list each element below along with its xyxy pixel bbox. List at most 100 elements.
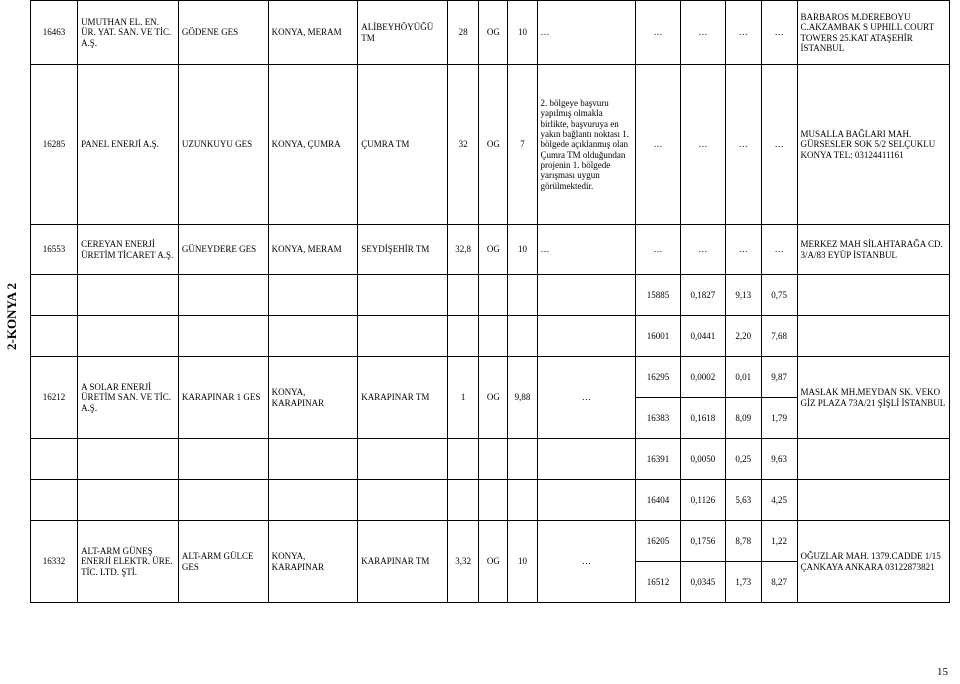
cell-sub-c: … bbox=[725, 1, 761, 65]
cell-sub-d: 9,63 bbox=[761, 439, 797, 480]
cell-empty bbox=[268, 439, 358, 480]
cell-sub-d: 9,87 bbox=[761, 357, 797, 398]
table-row: 164040,11265,634,25 bbox=[31, 480, 950, 521]
cell-sub-a: 16295 bbox=[636, 357, 681, 398]
cell-og: OG bbox=[479, 521, 508, 603]
cell-empty bbox=[537, 316, 636, 357]
cell-location: KONYA, ÇUMRA bbox=[268, 65, 358, 225]
cell-empty bbox=[31, 316, 78, 357]
table-row: 160010,04412,207,68 bbox=[31, 316, 950, 357]
page-number: 15 bbox=[937, 666, 948, 678]
cell-sub-b: 0,0050 bbox=[680, 439, 725, 480]
cell-address: OĞUZLAR MAH. 1379.CADDE 1/15 ÇANKAYA ANK… bbox=[797, 521, 950, 603]
cell-location: KONYA, KARAPINAR bbox=[268, 521, 358, 603]
cell-sub-a: 16512 bbox=[636, 562, 681, 603]
cell-sub-c: 0,01 bbox=[725, 357, 761, 398]
table-row: 163910,00500,259,63 bbox=[31, 439, 950, 480]
table-row: 16332ALT-ARM GÜNEŞ ENERJİ ELEKTR. ÜRE. T… bbox=[31, 521, 950, 562]
cell-empty bbox=[178, 439, 268, 480]
cell-sub-b: … bbox=[680, 65, 725, 225]
cell-id: 16285 bbox=[31, 65, 78, 225]
cell-sub-b: … bbox=[680, 1, 725, 65]
cell-empty bbox=[447, 480, 478, 521]
cell-empty bbox=[447, 316, 478, 357]
cell-empty bbox=[508, 275, 537, 316]
cell-tm: ALİBEYHÖYÜĞÜ TM bbox=[358, 1, 448, 65]
cell-empty bbox=[78, 480, 179, 521]
cell-sub-d: … bbox=[761, 1, 797, 65]
cell-empty bbox=[508, 439, 537, 480]
cell-company: A SOLAR ENERJİ ÜRETİM SAN. VE TİC. A.Ş. bbox=[78, 357, 179, 439]
cell-sub-b: 0,0002 bbox=[680, 357, 725, 398]
cell-empty bbox=[268, 275, 358, 316]
cell-sub-d: 4,25 bbox=[761, 480, 797, 521]
cell-tm: SEYDİŞEHİR TM bbox=[358, 225, 448, 275]
cell-plant: GÖDENE GES bbox=[178, 1, 268, 65]
cell-id: 16332 bbox=[31, 521, 78, 603]
cell-address: MUSALLA BAĞLARI MAH. GÜRSESLER SOK 5/2 S… bbox=[797, 65, 950, 225]
cell-empty bbox=[797, 439, 950, 480]
cell-address: MASLAK MH.MEYDAN SK. VEKO GİZ PLAZA 73A/… bbox=[797, 357, 950, 439]
cell-tm: KARAPINAR TM bbox=[358, 357, 448, 439]
cell-location: KONYA, MERAM bbox=[268, 225, 358, 275]
cell-empty bbox=[268, 316, 358, 357]
cell-company: PANEL ENERJİ A.Ş. bbox=[78, 65, 179, 225]
cell-sub-c: 5,63 bbox=[725, 480, 761, 521]
cell-empty bbox=[178, 316, 268, 357]
cell-sub-d: 0,75 bbox=[761, 275, 797, 316]
cell-empty bbox=[537, 480, 636, 521]
cell-sub-d: … bbox=[761, 65, 797, 225]
cell-sub-a: 16001 bbox=[636, 316, 681, 357]
cell-note: … bbox=[537, 1, 636, 65]
cell-sub-c: … bbox=[725, 65, 761, 225]
cell-empty bbox=[78, 316, 179, 357]
cell-address: BARBAROS M.DEREBOYU C.AKZAMBAK S UPHILL … bbox=[797, 1, 950, 65]
region-vertical-label: 2-KONYA 2 bbox=[4, 283, 20, 350]
cell-n2: 7 bbox=[508, 65, 537, 225]
cell-n1: 28 bbox=[447, 1, 478, 65]
cell-empty bbox=[797, 480, 950, 521]
cell-sub-a: 15885 bbox=[636, 275, 681, 316]
cell-location: KONYA, KARAPINAR bbox=[268, 357, 358, 439]
cell-og: OG bbox=[479, 357, 508, 439]
cell-empty bbox=[358, 439, 448, 480]
cell-empty bbox=[178, 480, 268, 521]
cell-sub-a: … bbox=[636, 225, 681, 275]
cell-id: 16463 bbox=[31, 1, 78, 65]
cell-sub-b: 0,1756 bbox=[680, 521, 725, 562]
cell-sub-b: 0,1827 bbox=[680, 275, 725, 316]
cell-empty bbox=[537, 439, 636, 480]
cell-og: OG bbox=[479, 65, 508, 225]
table-row: 16553CEREYAN ENERJİ ÜRETİM TİCARET A.Ş.G… bbox=[31, 225, 950, 275]
cell-sub-a: 16404 bbox=[636, 480, 681, 521]
cell-sub-b: 0,0345 bbox=[680, 562, 725, 603]
cell-n2: 10 bbox=[508, 521, 537, 603]
cell-sub-a: 16205 bbox=[636, 521, 681, 562]
cell-empty bbox=[479, 275, 508, 316]
cell-note: … bbox=[537, 225, 636, 275]
table-row: 158850,18279,130,75 bbox=[31, 275, 950, 316]
cell-n2: 10 bbox=[508, 1, 537, 65]
cell-empty bbox=[537, 275, 636, 316]
cell-sub-b: 0,1126 bbox=[680, 480, 725, 521]
table-row: 16463UMUTHAN EL. EN. ÜR. YAT. SAN. VE Tİ… bbox=[31, 1, 950, 65]
cell-og: OG bbox=[479, 1, 508, 65]
cell-n1: 32 bbox=[447, 65, 478, 225]
cell-sub-c: 9,13 bbox=[725, 275, 761, 316]
cell-sub-b: 0,1618 bbox=[680, 398, 725, 439]
cell-id: 16212 bbox=[31, 357, 78, 439]
cell-sub-b: 0,0441 bbox=[680, 316, 725, 357]
cell-plant: ALT-ARM GÜLCE GES bbox=[178, 521, 268, 603]
cell-empty bbox=[358, 316, 448, 357]
cell-n1: 1 bbox=[447, 357, 478, 439]
cell-note: 2. bölgeye başvuru yapılmış olmakla birl… bbox=[537, 65, 636, 225]
cell-n1: 32,8 bbox=[447, 225, 478, 275]
cell-sub-c: 8,09 bbox=[725, 398, 761, 439]
cell-tm: ÇUMRA TM bbox=[358, 65, 448, 225]
cell-empty bbox=[447, 439, 478, 480]
cell-company: UMUTHAN EL. EN. ÜR. YAT. SAN. VE TİC. A.… bbox=[78, 1, 179, 65]
cell-empty bbox=[479, 316, 508, 357]
cell-tm: KARAPINAR TM bbox=[358, 521, 448, 603]
cell-og: OG bbox=[479, 225, 508, 275]
cell-sub-a: 16383 bbox=[636, 398, 681, 439]
